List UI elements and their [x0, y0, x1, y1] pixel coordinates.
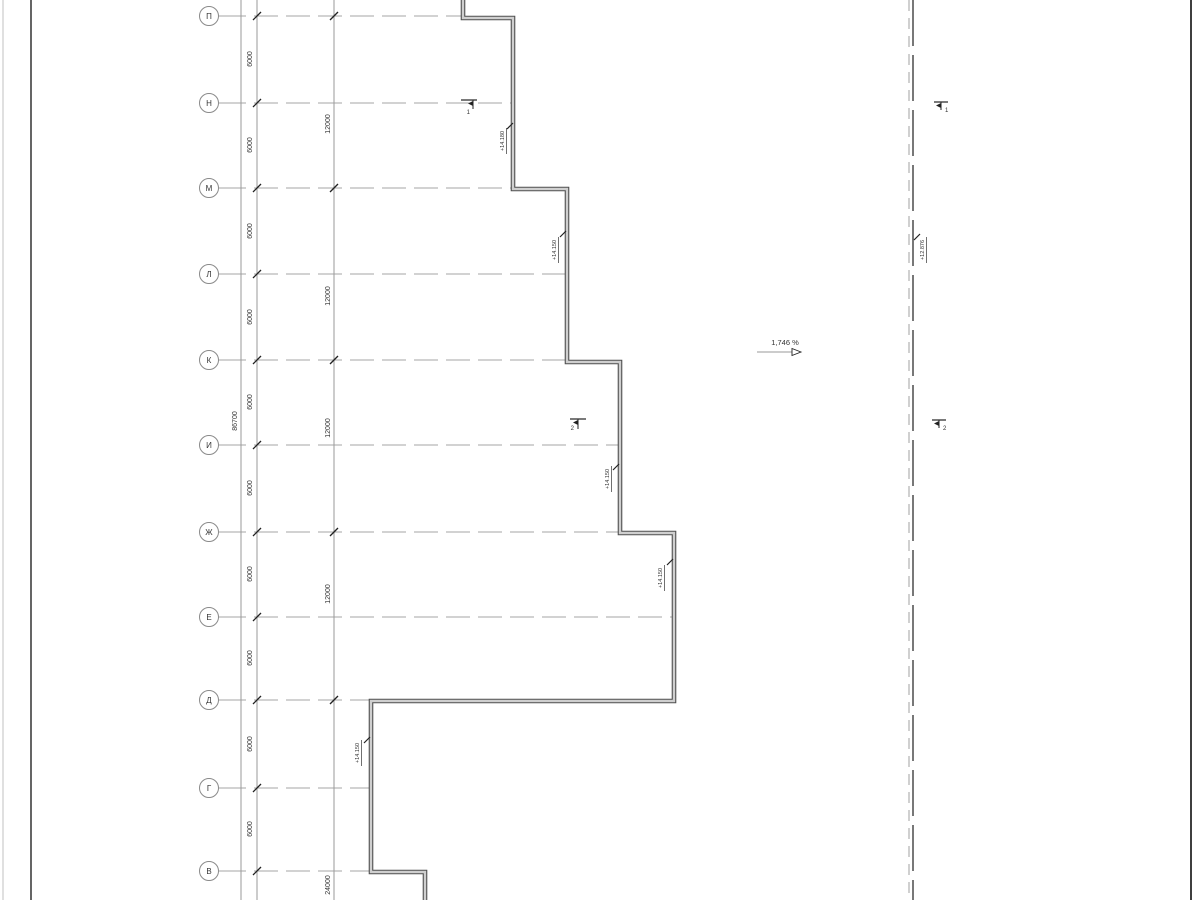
- elevation-mark-tick: [913, 233, 921, 241]
- drain-flag: 2: [570, 418, 586, 432]
- axis-bubble: [199, 522, 219, 542]
- dimension-label: 6000: [247, 223, 254, 239]
- elevation-mark-text: +14.180: [500, 131, 506, 151]
- axis-bubble: [199, 435, 219, 455]
- dimension-tick: [252, 440, 262, 450]
- slope-arrow-head: [791, 347, 803, 357]
- axis-bubble-label: М: [206, 184, 213, 193]
- axis-bubble: [199, 778, 219, 798]
- dimension-tick: [252, 612, 262, 622]
- dimension-label: 6000: [247, 480, 254, 496]
- dimension-label: 6000: [247, 137, 254, 153]
- drain-flag-label: 1: [467, 110, 471, 116]
- axis-bubble: [199, 350, 219, 370]
- axis-bubble-label: В: [206, 867, 211, 876]
- dimension-label: 12000: [325, 114, 332, 134]
- elevation-mark: +14.150: [355, 736, 371, 766]
- drain-flag-pennant: [936, 103, 941, 108]
- axis-bubble-label: И: [206, 441, 212, 450]
- dimension-tick: [252, 183, 262, 193]
- dimension-label: 6000: [247, 821, 254, 837]
- axis-bubble-label: Ж: [205, 528, 213, 537]
- dimension-tick: [329, 355, 339, 365]
- axis-grid: П Н М Л К И Ж Е Д Г В: [199, 6, 674, 881]
- elevation-marks: +14.180 +14.150 +14.150 +14.150 +14.150 +12.8…: [355, 122, 927, 766]
- axis-bubble-label: Д: [206, 696, 212, 705]
- dimension-label: 6000: [247, 309, 254, 325]
- axis-bubble-label: К: [207, 356, 212, 365]
- drain-flag-pennant: [573, 420, 578, 425]
- dimension-label: 12000: [325, 418, 332, 438]
- elevation-mark-text: +14.150: [605, 469, 611, 489]
- axis-bubble-label: П: [206, 12, 212, 21]
- drain-flag: 1: [934, 101, 949, 114]
- drain-flag: 2: [932, 419, 947, 432]
- elevation-mark: +14.150: [658, 558, 674, 591]
- elevation-mark-text: +14.150: [552, 240, 558, 260]
- dimension-label: 6000: [247, 394, 254, 410]
- axis-bubble: [199, 690, 219, 710]
- elevation-mark-tick: [612, 463, 620, 471]
- axis-bubble: [199, 861, 219, 881]
- dimension-label: 12000: [325, 584, 332, 604]
- drain-flags: 1 2 1 2: [461, 99, 949, 432]
- drain-flag-pennant: [468, 101, 473, 106]
- dimension-label: 24000: [325, 875, 332, 895]
- elevation-mark: +14.150: [605, 463, 620, 492]
- elevation-mark-tick: [559, 230, 567, 238]
- slope-annotation: 1,746 %: [757, 338, 803, 357]
- drain-flag-label: 1: [945, 108, 949, 114]
- dimension-tick: [252, 11, 262, 21]
- axis-bubble: [199, 264, 219, 284]
- axis-bubble-label: Е: [206, 613, 211, 622]
- dimension-tick: [329, 183, 339, 193]
- dimension-tick: [252, 527, 262, 537]
- dimension-tick: [329, 527, 339, 537]
- axis-bubble-label: Г: [207, 784, 212, 793]
- dimension-tick: [252, 98, 262, 108]
- elevation-mark-text: +12.876: [920, 240, 926, 260]
- axis-bubble: [199, 178, 219, 198]
- axis-bubble-label: Л: [206, 270, 211, 279]
- elevation-mark: +14.180: [500, 122, 514, 154]
- dimension-tick: [252, 355, 262, 365]
- slope-label: 1,746 %: [771, 338, 799, 347]
- wall-outline-inner: [369, 0, 676, 900]
- dimension-tick: [252, 866, 262, 876]
- drain-flag-label: 2: [571, 426, 575, 432]
- axis-bubble: [199, 607, 219, 627]
- elevation-mark-text: +14.150: [658, 568, 664, 588]
- dimension-label: 6000: [247, 51, 254, 67]
- dimension-tick: [252, 783, 262, 793]
- dimension-tick: [252, 695, 262, 705]
- axis-bubble: [199, 6, 219, 26]
- elevation-mark-tick: [506, 122, 514, 130]
- axis-bubble: [199, 93, 219, 113]
- dimension-label-overall: 86700: [232, 411, 239, 431]
- dimension-label: 6000: [247, 650, 254, 666]
- drain-flag-label: 2: [943, 426, 947, 432]
- drain-flag: 1: [461, 99, 477, 116]
- elevation-mark-text: +14.150: [355, 743, 361, 763]
- dimension-label: 6000: [247, 566, 254, 582]
- elevation-mark: +14.150: [552, 230, 567, 263]
- elevation-mark: +12.876: [913, 233, 927, 263]
- dimension-label: 6000: [247, 736, 254, 752]
- dimension-tick: [329, 11, 339, 21]
- elevation-mark-tick: [363, 736, 371, 744]
- dimension-label: 12000: [325, 286, 332, 306]
- drain-flag-pennant: [934, 421, 939, 426]
- dimension-tick: [329, 695, 339, 705]
- dimension-tick: [252, 269, 262, 279]
- axis-bubble-label: Н: [206, 99, 212, 108]
- elevation-mark-tick: [666, 558, 674, 566]
- dimension-lines: 86700 6000 6000 6000 6000 6000 6000 6000 6000 600…: [232, 0, 339, 900]
